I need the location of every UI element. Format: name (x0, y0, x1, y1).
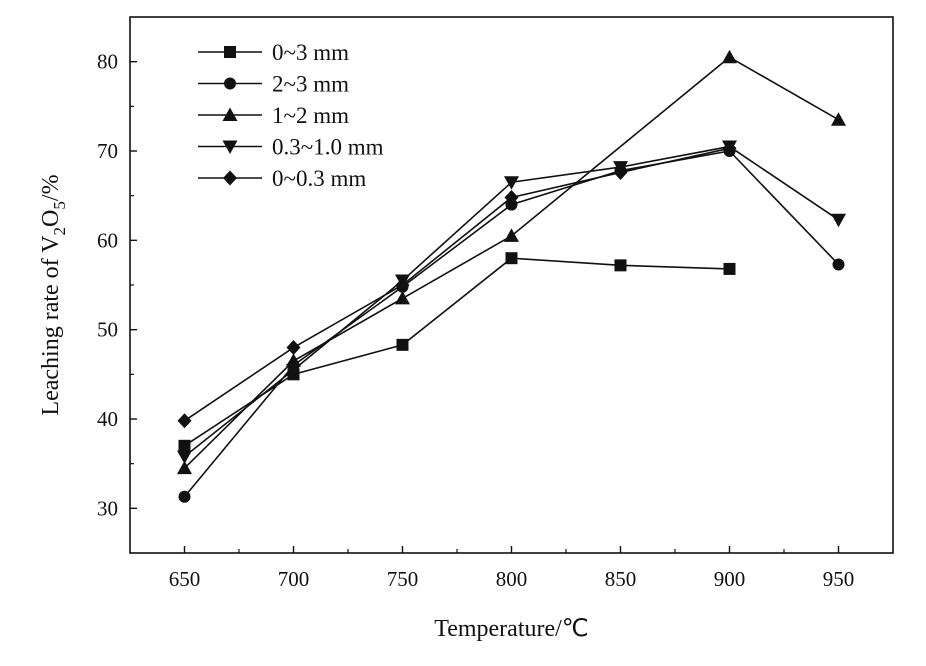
x-tick-label: 900 (714, 567, 746, 591)
plot-frame (129, 16, 894, 554)
y-tick-label: 70 (97, 139, 118, 163)
x-axis-title: Temperature/℃ (434, 616, 589, 642)
y-tick-label: 50 (97, 318, 118, 342)
data-point (614, 259, 627, 272)
x-tick-label: 850 (605, 567, 637, 591)
x-tick-label: 800 (496, 567, 528, 591)
legend-item: 0~3 mm (198, 40, 349, 65)
series-0 (178, 252, 736, 452)
legend-marker (222, 107, 238, 121)
y-tick-label: 40 (97, 407, 118, 431)
series-line (184, 257, 730, 447)
series-layer (177, 49, 846, 503)
legend-label: 0~0.3 mm (272, 166, 366, 191)
legend-marker (224, 46, 236, 58)
y-axis-title-prefix: Leaching rate of V (38, 235, 64, 416)
data-point (178, 439, 191, 452)
data-point (395, 290, 410, 305)
legend-label: 2~3 mm (272, 72, 349, 97)
data-point (177, 450, 192, 465)
series-line (183, 56, 839, 469)
y-axis-title-mid: O (38, 210, 64, 227)
data-point (831, 213, 846, 228)
data-point (286, 363, 301, 378)
legend-marker (223, 170, 237, 186)
legend-marker (224, 77, 236, 90)
data-point (722, 140, 737, 156)
data-point (178, 490, 191, 503)
y-tick-label: 80 (97, 50, 118, 74)
legend-item: 0.3~1.0 mm (198, 135, 384, 160)
ticks: 650 700 750 800 850 900 950 30 40 50 60 70 80 (97, 50, 854, 591)
legend-item: 1~2 mm (198, 103, 349, 128)
y-axis-title-sub1: 2 (50, 227, 69, 236)
data-point (286, 353, 301, 367)
data-point (177, 460, 192, 475)
x-tick-label: 750 (387, 567, 419, 591)
data-point (504, 228, 519, 242)
data-point (613, 164, 628, 180)
legend-item: 2~3 mm (198, 72, 349, 97)
legend-label: 0.3~1.0 mm (272, 135, 384, 160)
data-point (831, 112, 846, 126)
legend-item: 0~0.3 mm (198, 166, 366, 191)
y-axis-title-suffix: /% (38, 174, 64, 201)
y-axis-title-sub2: 5 (50, 201, 69, 210)
data-point (723, 262, 736, 275)
data-point (177, 413, 192, 429)
legend-label: 1~2 mm (272, 103, 349, 128)
y-tick-label: 60 (97, 228, 118, 252)
series-line (184, 147, 730, 422)
series-4 (177, 140, 737, 429)
legend-marker (222, 140, 238, 154)
x-tick-label: 650 (169, 567, 201, 591)
x-tick-label: 950 (823, 567, 855, 591)
legend-label: 0~3 mm (272, 40, 349, 65)
data-point (396, 338, 409, 351)
data-point (504, 176, 519, 190)
y-axis-title: Leaching rate of V2O5/% (38, 174, 69, 415)
data-point (395, 277, 410, 293)
legend: 0~3 mm 2~3 mm 1~2 mm 0.3~1.0 mm 0~0.3 mm (198, 40, 384, 191)
y-tick-label: 30 (97, 496, 118, 520)
series-2 (177, 49, 846, 475)
data-point (505, 252, 518, 265)
axes (129, 16, 894, 554)
data-point (722, 49, 737, 64)
data-point (504, 189, 519, 205)
data-point (286, 340, 301, 356)
data-point (832, 258, 845, 271)
x-tick-label: 700 (278, 567, 310, 591)
